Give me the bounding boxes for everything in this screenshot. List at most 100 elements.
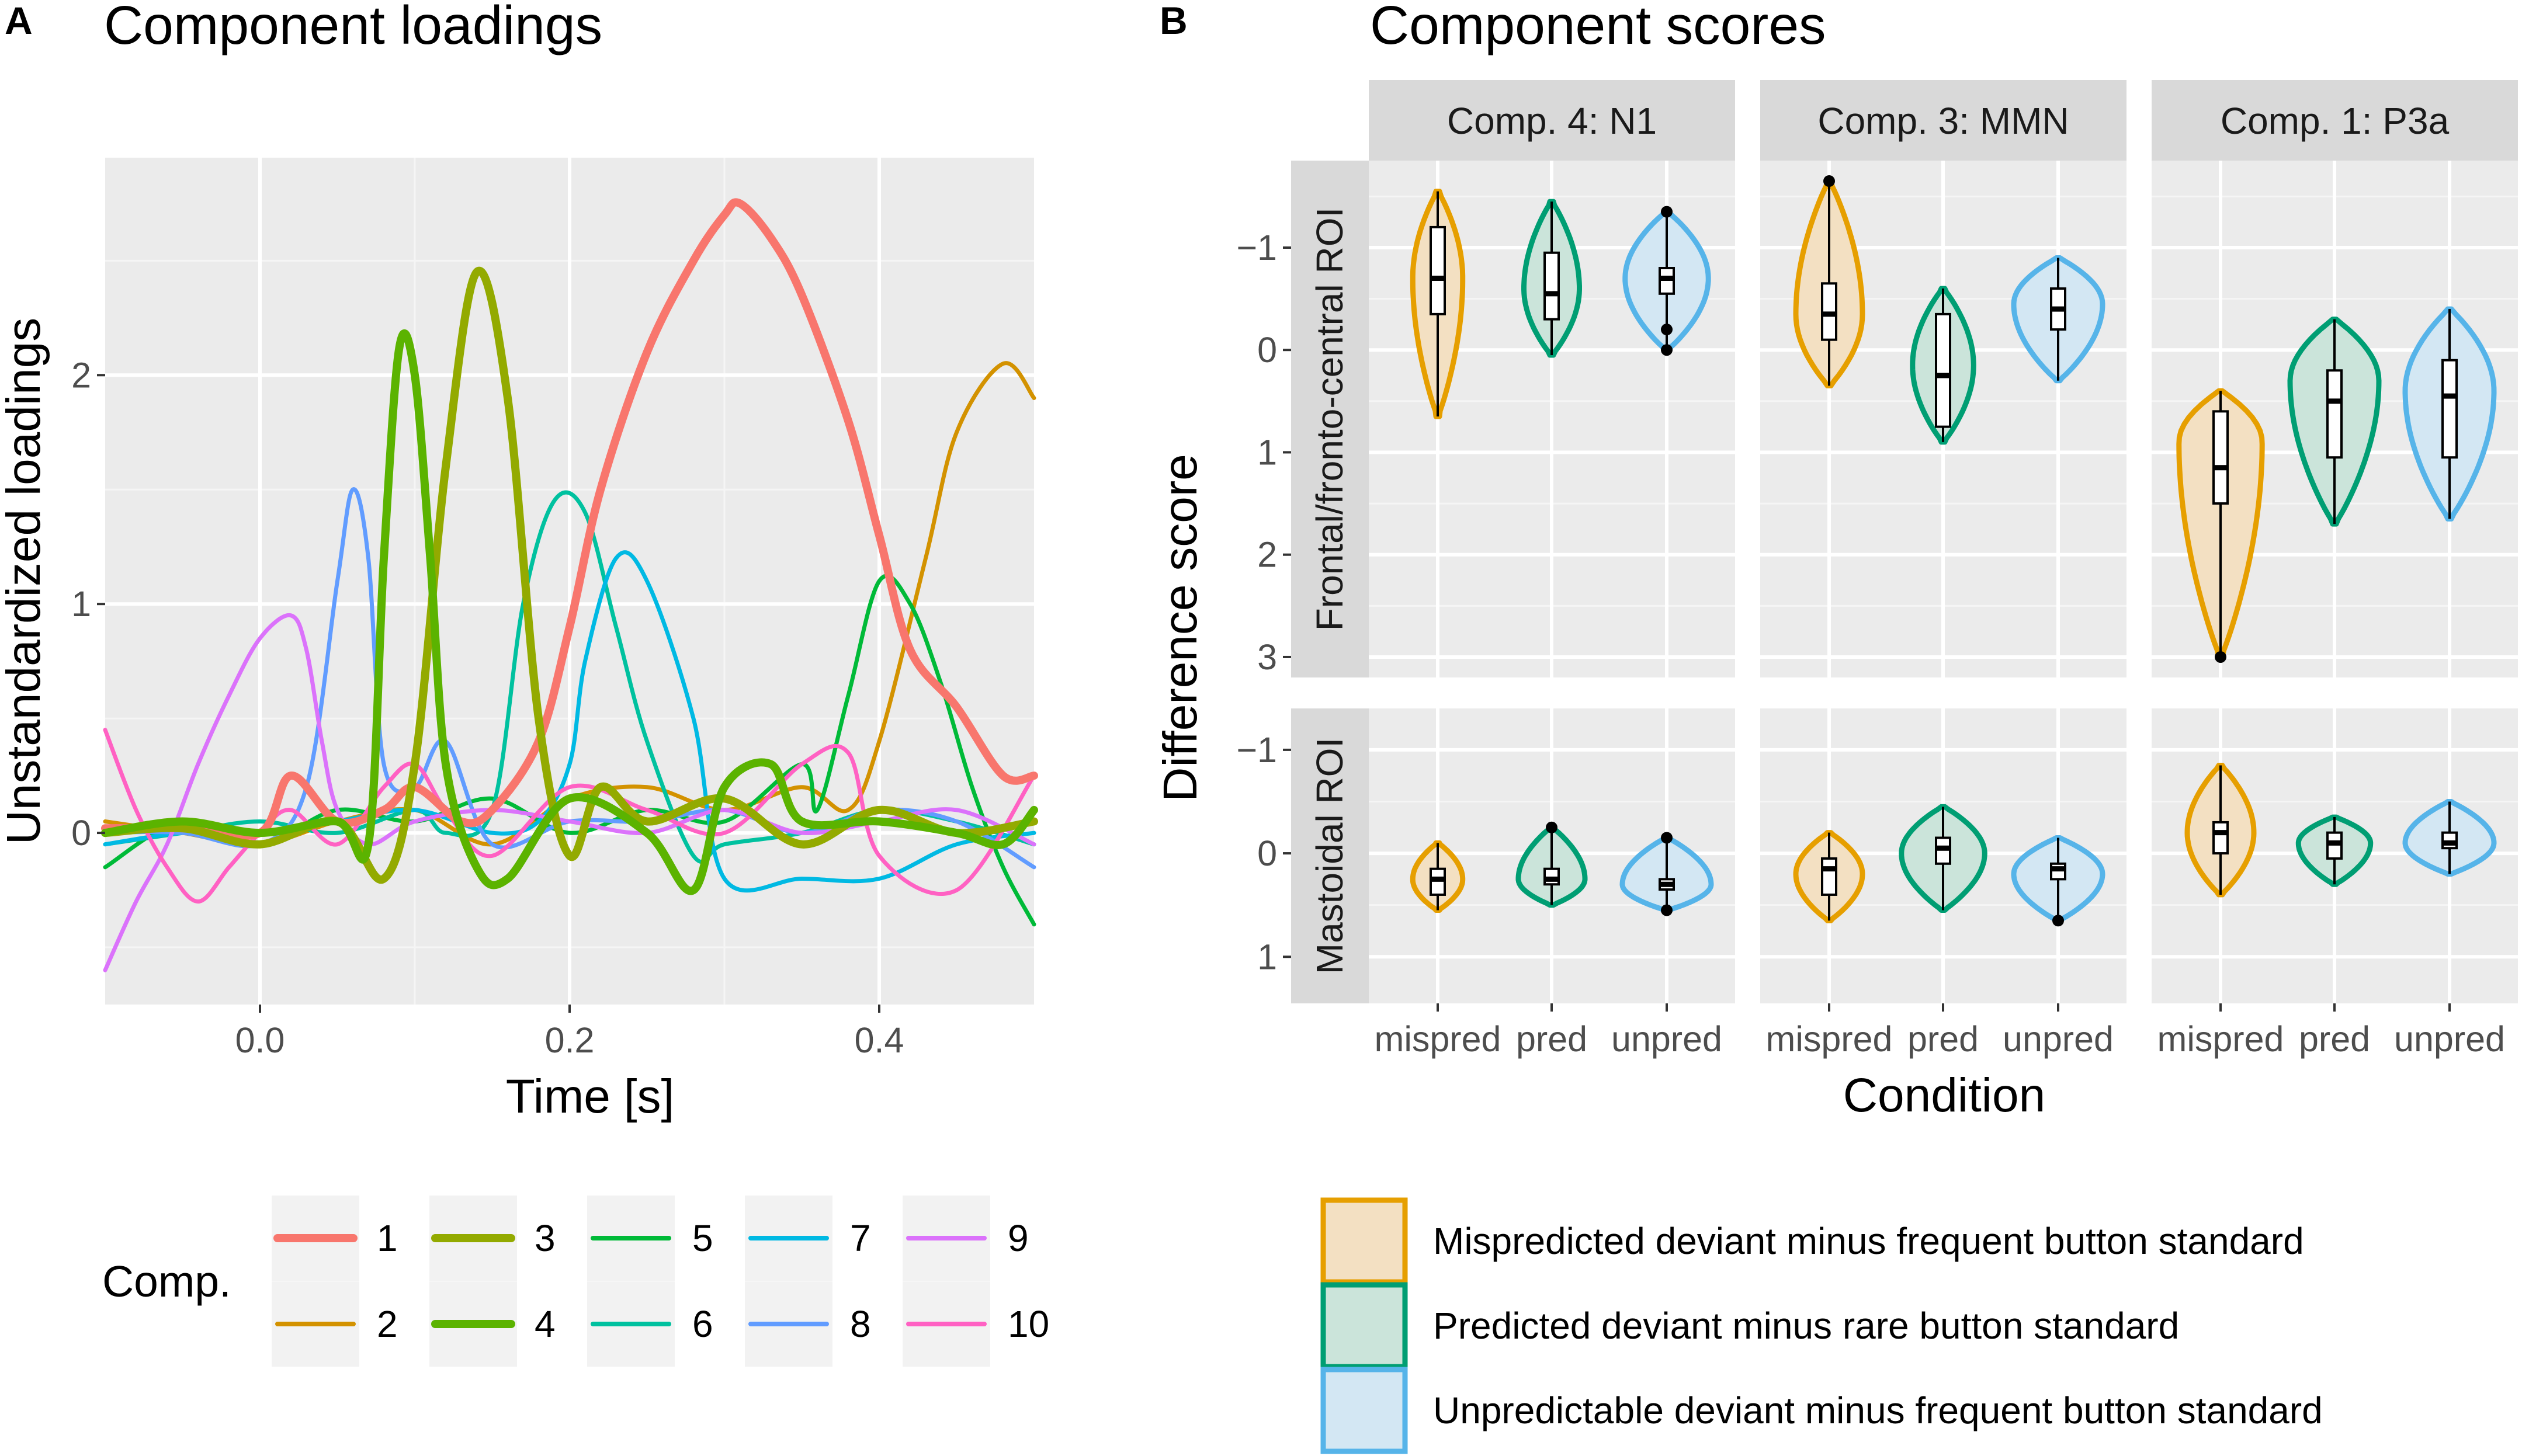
y-tick-label: 3 [1257,637,1277,677]
legend-label-comp-9: 9 [1008,1217,1029,1259]
facet-panel [1760,708,2126,1003]
boxplot-outlier [1661,904,1673,916]
y-tick-label: 2 [71,355,91,395]
y-tick-label: 1 [1257,432,1277,472]
boxplot-outlier [1661,344,1673,356]
y-tick-label: 0 [1257,833,1277,873]
panel-b-letter: B [1160,0,1188,42]
loadings-x-ticks: 0.0 0.2 0.4 [235,1005,904,1060]
loadings-legend-title: Comp. [102,1257,231,1306]
facet-column-strip: Comp. 1: P3a [2152,80,2518,161]
legend-label: Mispredicted deviant minus frequent butt… [1433,1220,2304,1262]
facet-panel [2152,708,2518,1003]
loadings-y-ticks: 0 1 2 [71,355,105,853]
violin-mispred [2184,763,2257,898]
violin-mispred [1793,175,1865,388]
legend-label-comp-4: 4 [535,1303,556,1345]
loadings-x-axis-title: Time [s] [506,1070,675,1123]
y-tick-label: 0 [1257,330,1277,370]
legend-key-swatch [1320,1197,1408,1285]
violin-unpred [2011,255,2105,384]
x-tick-label: pred [1516,1019,1587,1059]
loading-line-comp-4 [101,329,1038,895]
legend-label-comp-6: 6 [692,1303,713,1345]
loading-line-comp-9 [103,613,1036,972]
boxplot-box [1543,251,1560,321]
legend-label-comp-5: 5 [692,1217,713,1259]
x-tick-label: 0.4 [855,1020,904,1060]
strip-label: Comp. 4: N1 [1447,100,1657,142]
boxplot-box [1430,225,1446,315]
violin-unpred [2402,306,2497,522]
scores-x-axis-title: Condition [1843,1069,2045,1122]
violin-mispred [1410,840,1466,913]
x-tick-label: unpred [2003,1019,2114,1059]
strip-background [1291,161,1369,677]
scores-y-axis-title: Difference score [1154,454,1207,802]
loadings-y-axis-title: Unstandardized loadings [0,318,50,845]
strip-background [1291,708,1369,1003]
strip-label: Comp. 1: P3a [2221,100,2450,142]
strip-background [2152,80,2518,161]
loadings-legend: 1 2 3 4 5 6 7 8 9 10 [272,1196,1049,1367]
x-tick-label: 0.0 [235,1020,285,1060]
boxplot-box [2326,369,2343,459]
boxplot-box [2212,821,2229,855]
violin-unpred [1622,206,1711,356]
panel-b-title: Component scores [1370,0,1826,55]
x-tick-label: 0.2 [545,1020,595,1060]
x-tick-label: pred [2299,1019,2370,1059]
violin-pred [1521,199,1582,358]
strip-label: Frontal/fronto-central ROI [1309,207,1351,631]
violin-mispred [1410,189,1466,419]
scores-x-ticks: mispred pred unpred [1766,1003,2114,1059]
loadings-lines [101,198,1038,972]
legend-label-comp-7: 7 [850,1217,871,1259]
facet-panel [1760,161,2126,677]
strip-label: Mastoidal ROI [1309,738,1351,974]
facet-panel [1369,708,1735,1003]
x-tick-label: pred [1907,1019,1979,1059]
legend-key-swatch [1320,1282,1408,1370]
y-tick-label: −1 [1236,228,1277,267]
boxplot-box [2212,410,2229,505]
facet-column-strip: Comp. 4: N1 [1369,80,1735,161]
y-tick-label: 1 [1257,937,1277,977]
boxplot-outlier [2052,915,2064,927]
strip-background [1760,80,2126,161]
x-tick-label: mispred [2157,1019,2284,1059]
scores-y-ticks: −1 0 1 [1236,730,1291,977]
facet-column-strip: Comp. 3: MMN [1760,80,2126,161]
violin-pred [2295,814,2374,887]
boxplot-outlier [2215,651,2226,663]
boxplot-outlier [1661,832,1673,844]
violin-unpred [1619,832,1714,916]
violin-pred [2287,317,2382,527]
loadings-plot [101,158,1038,1005]
legend-label-comp-10: 10 [1008,1303,1049,1345]
legend-label-comp-2: 2 [377,1303,398,1345]
boxplot-outlier [1823,175,1835,187]
legend-label-comp-3: 3 [535,1217,556,1259]
strip-background [1369,80,1735,161]
y-tick-label: 0 [71,813,91,853]
scores-x-ticks: mispred pred unpred [1375,1003,1722,1059]
strip-label: Comp. 3: MMN [1817,100,2069,142]
violin-pred [1899,804,1987,913]
panel-a-letter: A [5,0,33,42]
scores-facets: Comp. 4: N1 Comp. 3: MMN Comp. 1: P3a Front… [1236,80,2518,1059]
panel-a-title: Component loadings [104,0,602,55]
scores-legend: Mispredicted deviant minus frequent butt… [1320,1197,2323,1454]
y-tick-label: 1 [71,584,91,624]
facet-panel [2152,161,2518,677]
x-tick-label: mispred [1375,1019,1501,1059]
violin-mispred [1793,830,1865,923]
legend-label-comp-1: 1 [377,1217,398,1259]
scores-x-ticks: mispred pred unpred [2157,1003,2505,1059]
violin-mispred [2176,388,2265,663]
facet-row-strip: Mastoidal ROI [1291,708,1369,1003]
x-tick-label: unpred [1611,1019,1722,1059]
violin-pred [1515,821,1588,908]
y-tick-label: −1 [1236,730,1277,770]
